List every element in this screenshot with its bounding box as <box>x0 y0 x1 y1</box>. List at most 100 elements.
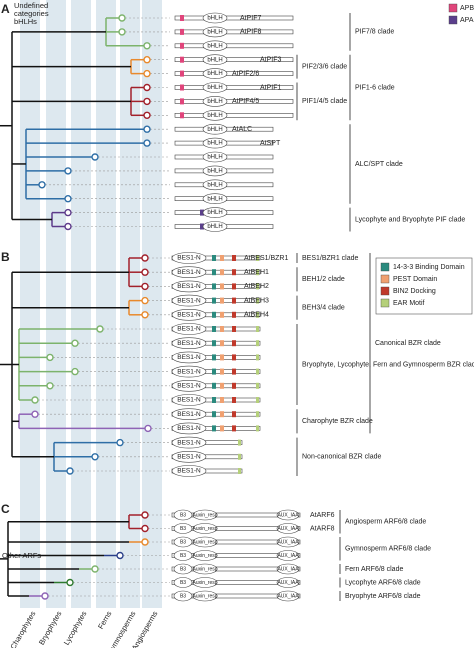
legend-swatch <box>448 15 458 25</box>
domain <box>171 379 207 392</box>
protein <box>174 85 294 90</box>
gene-label: AtPIF1 <box>260 84 282 91</box>
gene-label: AtSPT <box>260 140 281 147</box>
leaf-node <box>143 83 151 92</box>
domain <box>202 68 228 79</box>
leaf-node <box>141 538 149 546</box>
clade-label: Lycophyte and Bryophyte PIF clade <box>355 216 465 223</box>
domain <box>171 422 207 435</box>
motif <box>256 397 259 403</box>
motif <box>232 397 236 403</box>
leaf-node <box>116 551 124 560</box>
lineage-band <box>71 0 91 608</box>
leaf-node <box>141 268 149 276</box>
clade-label: PIF2/3/6 clade <box>302 63 347 70</box>
motif <box>212 397 216 403</box>
domain-label: Auxin_resp <box>192 566 217 572</box>
protein <box>171 512 301 518</box>
domain <box>171 450 207 463</box>
domain-label: AUX_IAA <box>277 526 299 532</box>
apb-motif <box>180 70 184 77</box>
domain <box>171 394 207 406</box>
motif <box>232 425 236 432</box>
domain-label: BES1-N <box>177 326 201 333</box>
leaf-node <box>41 592 49 600</box>
domain <box>202 207 228 218</box>
leaf-node <box>66 467 74 475</box>
lineage-label: Ferns <box>96 609 114 630</box>
motif <box>212 269 216 276</box>
domain-label: bHLH <box>207 16 222 22</box>
panel-label: C <box>1 502 10 516</box>
leaf-node <box>143 97 151 106</box>
domain-label: Auxin_resp <box>192 526 217 532</box>
apb-motif <box>180 42 184 49</box>
motif <box>232 368 236 375</box>
leaf-node <box>141 282 149 291</box>
legend-swatch <box>448 3 458 13</box>
clade-label: Bryophyte, Lycophyte, Fern and Gymnosper… <box>302 361 474 368</box>
domain-label: Auxin_resp <box>192 539 217 545</box>
lineage-label: Lycophytes <box>62 609 89 646</box>
motif <box>220 297 224 304</box>
domain-label: AUX_IAA <box>277 539 299 545</box>
legend-label: BIN2 Docking <box>393 288 436 295</box>
leaf-node <box>143 69 151 78</box>
motif <box>256 311 259 318</box>
domain-label: Auxin_resp <box>192 553 217 559</box>
domain <box>171 280 207 293</box>
clade-label: Lycophyte ARF6/8 clade <box>345 579 421 586</box>
motif <box>220 340 224 347</box>
motif <box>232 283 236 290</box>
lineage-band <box>20 0 40 608</box>
domain-label: bHLH <box>207 127 222 133</box>
leaf-node <box>71 339 79 347</box>
domain-label: bHLH <box>207 29 222 35</box>
gene-label: AtARF6 <box>310 512 335 519</box>
clade-label: BEH3/4 clade <box>302 305 345 312</box>
protein <box>171 580 301 585</box>
motif <box>232 311 236 318</box>
motif <box>220 397 224 403</box>
motif <box>220 382 224 389</box>
domain <box>276 523 300 534</box>
domain-label: BES1-N <box>177 425 201 432</box>
protein <box>171 553 301 558</box>
domain-label: bHLH <box>207 113 222 119</box>
gene-label: AtBEH2 <box>244 283 269 290</box>
leaf-node <box>141 311 149 319</box>
domain <box>202 82 228 93</box>
leaf-node <box>143 42 151 50</box>
leaf-node <box>91 565 99 573</box>
motif <box>212 411 216 418</box>
domain <box>173 577 193 588</box>
clade-label: BES1/BZR1 clade <box>302 255 359 262</box>
protein <box>174 113 294 118</box>
protein <box>174 71 294 76</box>
clade-label: Fern ARF6/8 clade <box>345 566 403 573</box>
motif <box>220 269 224 276</box>
domain-label: BES1-N <box>177 454 201 461</box>
motif <box>212 368 216 375</box>
leaf-node <box>64 167 72 175</box>
domain-label: AUX_IAA <box>277 580 299 586</box>
clade-label: Bryophyte ARF6/8 clade <box>345 593 421 600</box>
domain-label: AUX_IAA <box>277 593 299 599</box>
clade-label: ALC/SPT clade <box>355 161 403 168</box>
gene-label: AtPIF8 <box>240 29 262 36</box>
motif <box>238 439 241 446</box>
motif <box>212 354 216 361</box>
apb-motif <box>180 84 184 91</box>
motif <box>212 297 216 304</box>
motif <box>232 354 236 361</box>
leaf-node <box>143 125 151 133</box>
motif <box>220 368 224 375</box>
note: bHLHs <box>14 17 37 26</box>
apb-motif <box>180 98 184 105</box>
domain-label: B3 <box>180 553 186 559</box>
lineage-band <box>46 0 66 608</box>
protein <box>174 29 294 35</box>
domain <box>171 436 207 449</box>
domain <box>202 193 228 204</box>
domain <box>202 165 228 177</box>
